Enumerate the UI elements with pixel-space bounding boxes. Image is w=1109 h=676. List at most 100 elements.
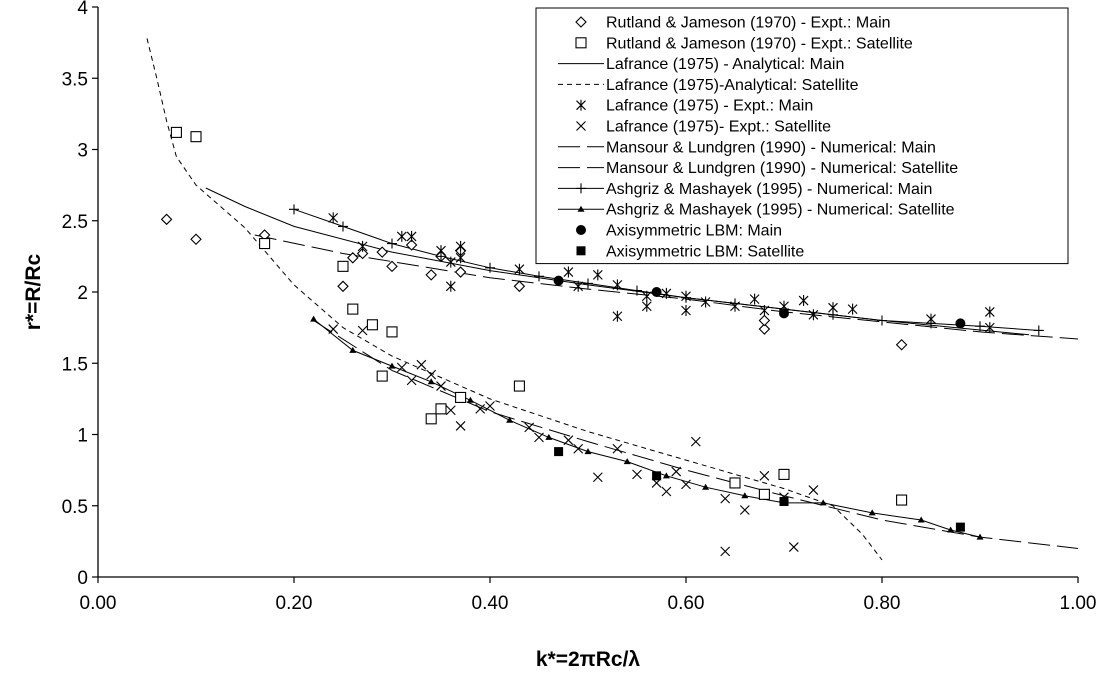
data-point bbox=[416, 359, 427, 370]
data-point bbox=[808, 309, 819, 321]
data-point bbox=[534, 271, 544, 282]
data-point bbox=[554, 447, 564, 457]
legend-marker-swatch bbox=[576, 246, 586, 256]
data-point bbox=[681, 305, 691, 317]
data-point bbox=[788, 542, 799, 552]
legend-label: Lafrance (1975) - Analytical: Main bbox=[606, 56, 844, 73]
data-point bbox=[455, 240, 466, 252]
data-point bbox=[984, 322, 995, 334]
data-point bbox=[406, 375, 417, 386]
data-point bbox=[779, 308, 789, 319]
data-point bbox=[436, 381, 446, 391]
legend-item: Lafrance (1975) - Expt.: Main bbox=[576, 98, 813, 115]
x-tick-label: 0.60 bbox=[668, 593, 705, 614]
data-point bbox=[917, 516, 925, 523]
data-point bbox=[847, 303, 858, 315]
data-point bbox=[357, 240, 368, 252]
data-point bbox=[338, 221, 348, 232]
data-point bbox=[749, 293, 760, 305]
legend-item: Lafrance (1975)-Analytical: Satellite bbox=[558, 77, 859, 94]
data-point bbox=[366, 319, 378, 331]
y-axis-title: r*=R/Rc bbox=[22, 253, 45, 330]
data-point bbox=[808, 485, 819, 495]
legend-label: Axisymmetric LBM: Satellite bbox=[606, 243, 804, 260]
data-point bbox=[386, 260, 398, 273]
legend-item: Mansour & Lundgren (1990) - Numerical: S… bbox=[558, 160, 958, 177]
data-point bbox=[513, 280, 526, 293]
legend-box bbox=[535, 7, 1069, 265]
y-tick-label: 2.5 bbox=[62, 212, 88, 233]
data-point bbox=[445, 405, 456, 416]
data-point bbox=[758, 488, 770, 500]
data-point bbox=[387, 238, 397, 249]
data-point bbox=[573, 443, 584, 454]
data-point bbox=[573, 280, 584, 292]
data-point bbox=[514, 263, 525, 275]
data-point bbox=[190, 233, 202, 246]
series-line-mansour-lundgren-1990-numerical-satellite bbox=[313, 320, 1079, 549]
data-point bbox=[1033, 325, 1044, 336]
series-points-ashgriz-mashayek-1995-numerical-main bbox=[289, 204, 1044, 336]
data-point bbox=[347, 252, 359, 264]
data-point bbox=[975, 321, 985, 332]
data-point bbox=[405, 239, 418, 251]
data-point bbox=[759, 470, 770, 481]
data-point bbox=[160, 213, 173, 226]
series-markers bbox=[160, 126, 1044, 557]
data-point bbox=[798, 295, 809, 307]
data-point bbox=[955, 522, 965, 532]
axes bbox=[92, 6, 1079, 583]
data-point bbox=[759, 305, 770, 317]
legend-item: Axisymmetric LBM: Satellite bbox=[576, 243, 804, 260]
series-line-lafrance-1975-analytical-satellite bbox=[146, 38, 883, 561]
data-point bbox=[671, 466, 682, 477]
series-points-axisymmetric-lbm-main bbox=[553, 275, 966, 329]
data-point bbox=[347, 303, 359, 315]
data-point bbox=[612, 279, 623, 291]
data-point bbox=[425, 413, 437, 425]
data-point bbox=[632, 469, 642, 480]
data-point bbox=[455, 391, 467, 404]
data-point bbox=[661, 287, 672, 299]
data-point bbox=[563, 266, 574, 278]
data-point bbox=[681, 479, 691, 490]
data-point bbox=[455, 252, 466, 264]
data-point bbox=[506, 416, 514, 423]
data-point bbox=[455, 421, 466, 431]
data-point bbox=[406, 230, 417, 242]
y-tick-label: 0.5 bbox=[62, 497, 88, 518]
data-point bbox=[729, 477, 741, 489]
legend-marker-swatch bbox=[576, 99, 586, 111]
data-point bbox=[720, 546, 731, 557]
data-point bbox=[662, 472, 670, 479]
data-point bbox=[436, 251, 446, 262]
legend-item: Mansour & Lundgren (1990) - Numerical: M… bbox=[558, 139, 936, 156]
data-point bbox=[445, 280, 456, 292]
data-point bbox=[466, 396, 474, 403]
legend-marker-swatch bbox=[576, 225, 586, 235]
data-point bbox=[984, 306, 995, 318]
series-points-rutland-jameson-1970-expt-main bbox=[160, 213, 908, 351]
data-point bbox=[170, 126, 182, 138]
data-point bbox=[563, 435, 574, 446]
series-points-lafrance-1975-expt-satellite bbox=[328, 324, 819, 557]
data-point bbox=[388, 362, 396, 369]
data-point bbox=[868, 509, 876, 516]
legend-label: Mansour & Lundgren (1990) - Numerical: M… bbox=[606, 139, 936, 156]
data-point bbox=[426, 369, 437, 380]
data-point bbox=[427, 378, 435, 385]
data-point bbox=[553, 275, 564, 286]
x-tick-label: 0.80 bbox=[864, 593, 901, 614]
data-point bbox=[758, 314, 771, 327]
data-point bbox=[652, 471, 662, 481]
data-point bbox=[877, 315, 887, 326]
data-point bbox=[779, 496, 789, 506]
data-point bbox=[661, 486, 672, 497]
data-point bbox=[612, 443, 623, 454]
data-point bbox=[475, 403, 486, 414]
data-point bbox=[592, 269, 603, 281]
data-point bbox=[955, 318, 966, 329]
legend-label: Axisymmetric LBM: Main bbox=[606, 223, 782, 240]
legend-item: Lafrance (1975)- Expt.: Satellite bbox=[576, 119, 831, 136]
